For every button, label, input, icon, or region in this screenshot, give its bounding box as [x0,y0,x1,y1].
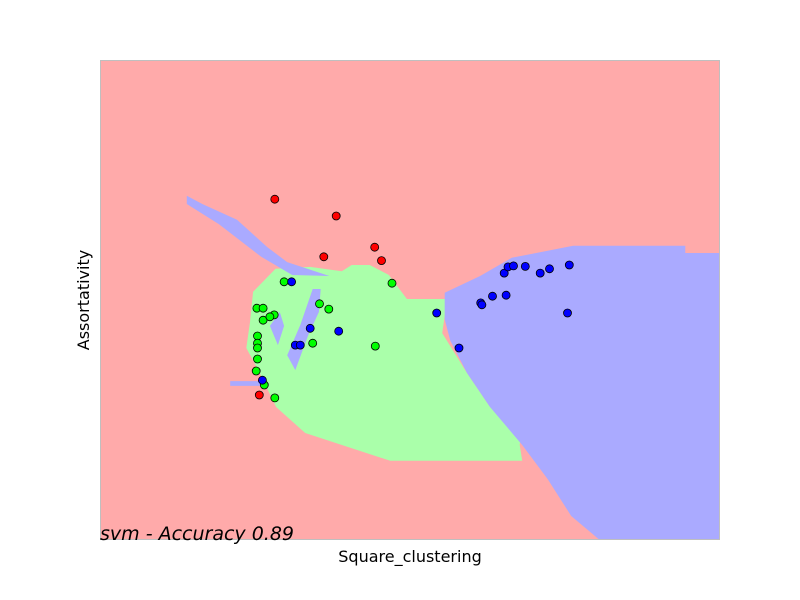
data-point-red [254,390,264,400]
data-point-blue [564,260,574,270]
data-point-green [253,331,262,341]
data-point-blue [545,264,554,274]
data-point-blue [488,291,497,301]
data-point-green [258,315,268,325]
data-point-blue [305,323,315,333]
data-point-blue [520,261,530,271]
data-point-blue [454,343,464,353]
data-points [251,194,574,403]
plot-frame [100,60,720,540]
data-point-red [270,194,280,204]
data-point-green [315,299,324,309]
data-point-blue [509,261,518,271]
decision-region-blue [186,195,330,276]
data-point-green [251,366,261,376]
data-point-green [270,393,280,403]
data-point-green [265,312,275,322]
decision-region-blue [287,289,321,371]
data-point-blue [501,290,511,300]
data-point-blue [535,268,545,278]
plot-area [100,60,720,540]
data-point-red [319,252,329,262]
decision-region-blue [444,245,720,540]
data-point-red [370,242,380,252]
decision-region-blue [230,381,265,386]
y-axis-label: Assortativity [74,250,93,350]
data-point-green [387,278,397,288]
data-point-blue [432,308,442,318]
accuracy-annotation: svm - Accuracy 0.89 [100,523,294,545]
data-point-green [258,303,268,313]
x-axis-label: Square_clustering [338,547,481,567]
data-point-green [253,354,262,364]
data-point-green [253,343,262,353]
data-point-green [279,277,289,287]
decision-region-blue [269,312,285,346]
data-point-green [324,304,334,314]
data-point-blue [287,277,297,287]
data-point-blue [334,326,344,336]
data-point-green [370,341,380,351]
data-point-blue [563,308,572,318]
data-point-green [308,338,318,348]
data-point-blue [257,375,267,385]
data-point-blue [477,300,487,310]
data-point-red [331,211,341,221]
data-point-red [377,256,386,266]
data-point-blue [295,340,305,350]
decision-regions [186,195,720,540]
